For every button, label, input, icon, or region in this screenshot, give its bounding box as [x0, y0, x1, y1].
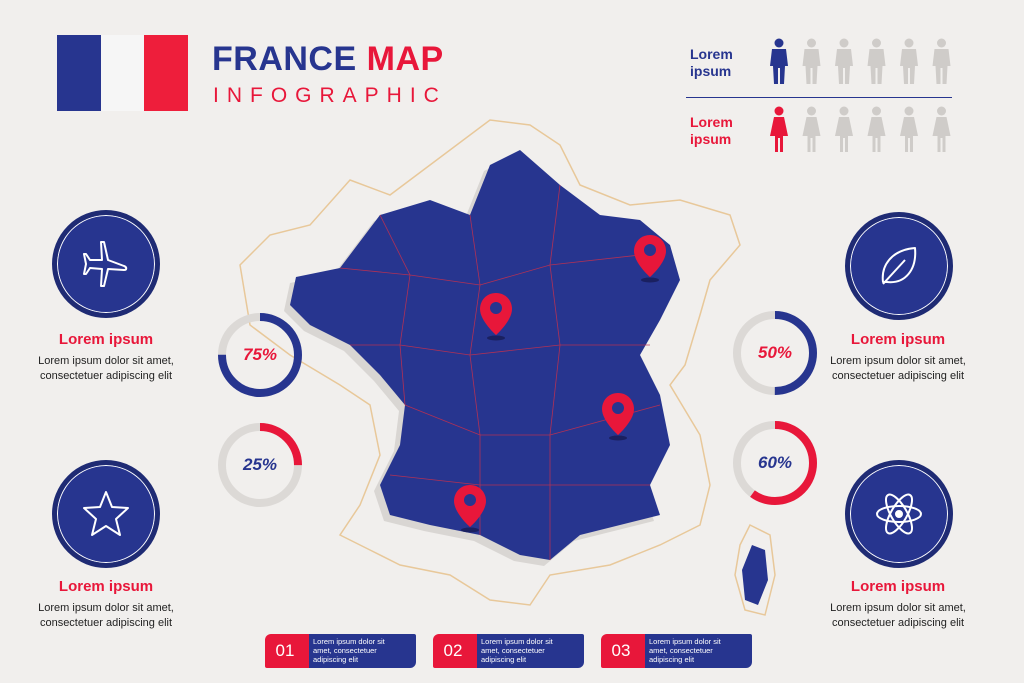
- female-person-icon: [835, 106, 853, 152]
- female-pictogram-row: [768, 106, 958, 161]
- feature-text-top-left: Lorem ipsum dolor sit amet, consectetuer…: [6, 354, 206, 384]
- airplane-icon: [83, 241, 128, 287]
- donut-label: 60%: [757, 453, 793, 472]
- tab-text-line: amet, consectetuer: [481, 646, 545, 655]
- tab-text-line: amet, consectetuer: [649, 646, 713, 655]
- tab-text: Lorem ipsum dolor sit amet, consectetuer…: [473, 634, 584, 668]
- title-part2: MAP: [366, 40, 444, 78]
- population-divider: [686, 97, 952, 98]
- tab-text-line: adipiscing elit: [313, 655, 359, 664]
- star-icon: [83, 491, 129, 536]
- corsica: [742, 545, 768, 605]
- male-population-label: Lorem ipsum: [690, 46, 733, 79]
- female-population-label: Lorem ipsum: [690, 114, 733, 147]
- france-mainland: [290, 150, 680, 560]
- donut-label: 50%: [757, 343, 793, 362]
- tab-text: Lorem ipsum dolor sit amet, consectetuer…: [641, 634, 752, 668]
- female-person-icon: [900, 106, 918, 152]
- feature-circle-bottom-right: [845, 460, 953, 568]
- tab-text: Lorem ipsum dolor sit amet, consectetuer…: [305, 634, 416, 668]
- atom-icon: [876, 493, 922, 535]
- feature-text-line: consectetuer adipiscing elit: [39, 617, 173, 629]
- feature-text-line: consectetuer adipiscing elit: [831, 617, 965, 629]
- corsica-border: [734, 523, 776, 616]
- feature-circle-top-right: [845, 212, 953, 320]
- info-tab-01: 01 Lorem ipsum dolor sit amet, consectet…: [265, 634, 416, 668]
- feature-text-line: Lorem ipsum dolor sit amet,: [38, 602, 174, 614]
- flag-blue-stripe: [57, 35, 101, 111]
- tab-number: 02: [433, 634, 473, 668]
- tab-text-line: Lorem ipsum dolor sit: [481, 637, 553, 646]
- leaf-icon: [881, 247, 917, 285]
- donut-chart: 25%: [215, 420, 305, 510]
- feature-text-line: Lorem ipsum dolor sit amet,: [38, 355, 174, 367]
- france-flag: [57, 35, 189, 111]
- flag-red-stripe: [144, 35, 189, 111]
- feature-text-line: Lorem ipsum dolor sit amet,: [830, 355, 966, 367]
- tab-text-line: Lorem ipsum dolor sit: [649, 637, 721, 646]
- feature-text-bottom-left: Lorem ipsum dolor sit amet, consectetuer…: [6, 601, 206, 631]
- male-person-icon: [802, 38, 821, 84]
- tab-text-line: adipiscing elit: [481, 655, 527, 664]
- feature-text-top-right: Lorem ipsum dolor sit amet, consectetuer…: [798, 354, 998, 384]
- feature-circle-bottom-left: [52, 460, 160, 568]
- page-title: FRANCE MAP: [212, 40, 444, 79]
- donut-chart: 75%: [215, 310, 305, 400]
- location-pin-icon: [634, 235, 666, 283]
- location-pin-icon: [454, 485, 486, 533]
- tab-text-line: adipiscing elit: [649, 655, 695, 664]
- donut-chart: 60%: [730, 418, 820, 508]
- donut-chart: 50%: [730, 308, 820, 398]
- info-tab-02: 02 Lorem ipsum dolor sit amet, consectet…: [433, 634, 584, 668]
- title-part1: FRANCE: [212, 40, 357, 78]
- neighbour-borders: [239, 119, 741, 606]
- location-pin-icon: [602, 393, 634, 441]
- female-person-icon: [802, 106, 821, 152]
- tab-text-line: Lorem ipsum dolor sit: [313, 637, 385, 646]
- france-map: [230, 105, 790, 620]
- feature-text-bottom-right: Lorem ipsum dolor sit amet, consectetuer…: [798, 601, 998, 631]
- feature-circle-top-left: [52, 210, 160, 318]
- male-person-icon: [770, 38, 788, 84]
- feature-text-line: consectetuer adipiscing elit: [831, 370, 965, 382]
- page-subtitle: INFOGRAPHIC: [213, 84, 447, 107]
- donut-label: 75%: [242, 345, 278, 364]
- tab-number: 03: [601, 634, 641, 668]
- female-person-icon: [932, 106, 951, 152]
- donut-label: 25%: [242, 455, 278, 474]
- feature-title-bottom-left: Lorem ipsum: [58, 578, 154, 595]
- feature-title-top-left: Lorem ipsum: [58, 331, 154, 348]
- tab-number: 01: [265, 634, 305, 668]
- info-tab-03: 03 Lorem ipsum dolor sit amet, consectet…: [601, 634, 752, 668]
- feature-title-top-right: Lorem ipsum: [850, 331, 946, 348]
- feature-title-bottom-right: Lorem ipsum: [850, 578, 946, 595]
- female-person-icon: [867, 106, 886, 152]
- male-pictogram-row: [768, 38, 958, 91]
- flag-white-stripe: [100, 35, 145, 111]
- male-person-icon: [835, 38, 853, 84]
- tab-text-line: amet, consectetuer: [313, 646, 377, 655]
- female-person-icon: [770, 106, 788, 152]
- male-person-icon: [900, 38, 918, 84]
- feature-text-line: consectetuer adipiscing elit: [39, 370, 173, 382]
- feature-text-line: Lorem ipsum dolor sit amet,: [830, 602, 966, 614]
- location-pin-icon: [480, 293, 512, 341]
- male-person-icon: [867, 38, 886, 84]
- male-person-icon: [932, 38, 951, 84]
